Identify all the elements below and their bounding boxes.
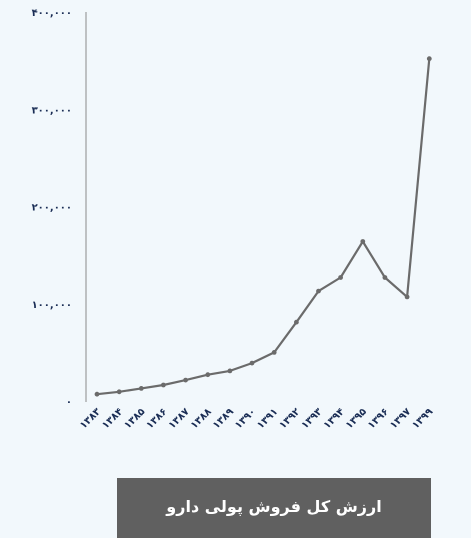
x-tick-label: ۱۳۹۷ [388, 406, 413, 431]
x-tick-label: ۱۳۹۶ [366, 406, 391, 431]
y-tick-label: ۲۰۰,۰۰۰ [32, 203, 72, 214]
y-tick-label: ۱۰۰,۰۰۰ [32, 300, 72, 311]
data-point [426, 56, 432, 62]
data-point [116, 389, 122, 395]
y-tick-label: ۴۰۰,۰۰۰ [32, 8, 72, 19]
x-axis-ticks: ۱۳۸۳۱۳۸۴۱۳۸۵۱۳۸۶۱۳۸۷۱۳۸۸۱۳۸۹۱۳۹۰۱۳۹۱۱۳۹۲… [78, 406, 435, 431]
data-points [94, 56, 432, 397]
y-tick-label: ۰ [66, 397, 72, 408]
data-point [94, 391, 100, 397]
y-axis-ticks: ۰ ۱۰۰,۰۰۰ ۲۰۰,۰۰۰ ۳۰۰,۰۰۰ ۴۰۰,۰۰۰ [32, 8, 72, 408]
x-tick-label: ۱۳۸۹ [211, 406, 236, 431]
data-point [271, 350, 277, 355]
x-tick-label: ۱۳۸۴ [100, 406, 125, 431]
x-tick-label: ۱۳۹۹ [410, 406, 435, 431]
data-point [316, 288, 321, 294]
x-tick-label: ۱۳۸۶ [145, 406, 170, 431]
data-point [338, 275, 343, 280]
data-point [294, 319, 299, 325]
data-point [382, 275, 388, 280]
data-point [138, 386, 144, 391]
x-tick-label: ۱۳۹۵ [344, 406, 369, 431]
data-point [249, 360, 255, 366]
x-tick-label: ۱۳۹۰ [233, 406, 258, 431]
data-point [205, 372, 211, 378]
data-point [183, 377, 189, 383]
data-point [360, 239, 366, 244]
x-tick-label: ۱۳۹۲ [277, 406, 302, 431]
data-point [404, 294, 410, 300]
x-tick-label: ۱۳۸۳ [78, 406, 103, 431]
data-point [161, 382, 166, 388]
x-tick-label: ۱۳۸۷ [167, 406, 192, 431]
x-tick-label: ۱۳۹۴ [322, 406, 347, 431]
data-point [227, 368, 233, 374]
x-tick-label: ۱۳۹۳ [300, 406, 325, 431]
x-tick-label: ۱۳۸۸ [189, 406, 214, 431]
x-tick-label: ۱۳۹۱ [255, 406, 280, 431]
chart-caption: ارزش کل فروش پولی دارو [117, 478, 431, 538]
y-tick-label: ۳۰۰,۰۰۰ [32, 105, 72, 116]
series-line [96, 58, 431, 396]
x-tick-label: ۱۳۸۵ [122, 406, 147, 431]
